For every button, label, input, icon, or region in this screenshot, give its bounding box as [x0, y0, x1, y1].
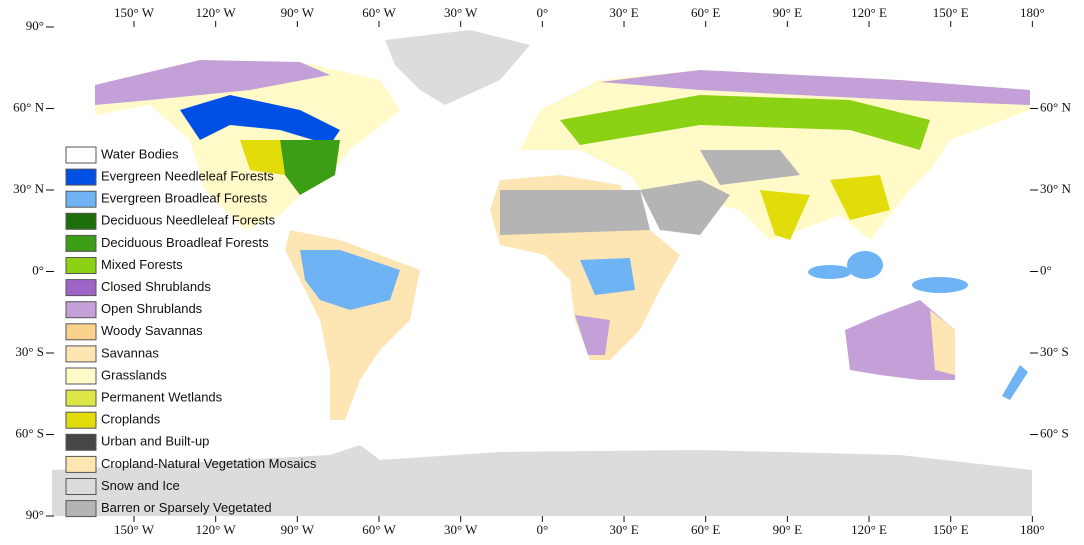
india	[760, 190, 810, 240]
lat-label-left: 90°	[26, 18, 44, 33]
lon-label-bottom: 30° W	[444, 522, 478, 537]
legend-label: Woody Savannas	[101, 323, 203, 338]
legend-label: Water Bodies	[101, 146, 179, 161]
siberia-tundra	[600, 70, 1030, 105]
legend-swatch	[65, 389, 97, 407]
legend-swatch	[65, 212, 97, 230]
lon-label-top: 90° W	[281, 5, 315, 20]
legend-swatch	[65, 367, 97, 385]
axes: 150° W 150° W 120° W 120° W 90° W 90° W 60° W 6…	[13, 5, 1071, 537]
legend-swatch	[65, 411, 97, 429]
land-shapes	[52, 30, 1032, 516]
china-crops	[830, 175, 890, 220]
legend-label: Cropland-Natural Vegetation Mosaics	[101, 456, 317, 471]
legend-swatch	[65, 433, 97, 451]
greenland	[385, 30, 530, 105]
lon-label-top: 60° W	[362, 5, 396, 20]
legend-swatch	[65, 279, 97, 297]
lon-label-top: 60° E	[691, 5, 720, 20]
australia	[845, 300, 955, 380]
legend-label: Permanent Wetlands	[101, 390, 223, 405]
lon-label-bottom: 60° E	[691, 522, 720, 537]
lon-label-top: 120° E	[851, 5, 887, 20]
australia-east	[930, 310, 955, 375]
lat-label-right: 30° S	[1040, 344, 1069, 359]
legend-label: Snow and Ice	[101, 478, 180, 493]
lon-label-bottom: 30° E	[609, 522, 638, 537]
lat-label-left: 30° S	[15, 344, 44, 359]
legend-swatch	[65, 455, 97, 473]
legend-label: Deciduous Broadleaf Forests	[101, 235, 269, 250]
legend-swatch	[65, 500, 97, 518]
legend-label: Mixed Forests	[101, 257, 183, 272]
antarctica	[52, 445, 1032, 516]
lat-label-right: 30° N	[1040, 181, 1071, 196]
legend-label: Savannas	[101, 345, 159, 360]
boreal-belt	[560, 95, 930, 150]
na-tundra	[95, 60, 330, 105]
amazon	[300, 250, 400, 310]
legend-label: Open Shrublands	[101, 301, 203, 316]
lon-label-bottom: 0°	[536, 522, 548, 537]
lon-label-bottom: 150° W	[114, 522, 155, 537]
lon-label-top: 120° W	[196, 5, 237, 20]
kalahari	[575, 315, 610, 355]
legend-swatch	[65, 257, 97, 274]
legend-label: Croplands	[101, 412, 161, 427]
sahara	[500, 190, 650, 235]
lat-label-right: 60° N	[1040, 99, 1071, 114]
new-guinea	[912, 277, 968, 293]
lon-label-bottom: 90° W	[281, 522, 315, 537]
lon-label-top: 150° E	[933, 5, 969, 20]
legend-label: Deciduous Needleleaf Forests	[101, 213, 276, 228]
lat-label-right: 60° S	[1040, 425, 1069, 440]
legend-label: Urban and Built-up	[101, 434, 209, 449]
lon-label-top: 30° W	[444, 5, 478, 20]
lat-label-left: 90°	[26, 507, 44, 522]
arabia	[640, 180, 730, 235]
lon-label-bottom: 60° W	[362, 522, 396, 537]
lon-label-top: 90° E	[773, 5, 802, 20]
legend-swatch	[65, 234, 97, 252]
legend: Water Bodies Evergreen Needleleaf Forests…	[65, 146, 317, 518]
legend-label: Evergreen Broadleaf Forests	[101, 191, 268, 206]
lon-label-top: 30° E	[609, 5, 638, 20]
legend-swatch	[65, 345, 97, 363]
borneo	[847, 251, 883, 279]
legend-swatch	[65, 190, 97, 208]
legend-label: Grasslands	[101, 367, 167, 382]
legend-label: Evergreen Needleleaf Forests	[101, 169, 274, 184]
na-boreal	[180, 95, 340, 145]
legend-label: Closed Shrublands	[101, 279, 211, 294]
lat-label-right: 0°	[1040, 262, 1052, 277]
legend-label: Barren or Sparsely Vegetated	[101, 500, 272, 515]
na-east-forest	[280, 140, 340, 195]
congo	[580, 258, 635, 295]
central-asia-desert	[700, 150, 800, 185]
lon-label-bottom: 150° E	[933, 522, 969, 537]
lon-label-top: 180°	[1020, 5, 1045, 20]
na-crops	[240, 140, 285, 175]
lat-label-left: 60° S	[15, 425, 44, 440]
sumatra	[808, 265, 852, 279]
lon-label-bottom: 120° E	[851, 522, 887, 537]
legend-swatch	[65, 146, 97, 164]
legend-swatch	[65, 301, 97, 319]
lat-label-left: 60° N	[13, 99, 44, 114]
lon-label-bottom: 90° E	[773, 522, 802, 537]
lat-label-left: 0°	[32, 262, 44, 277]
lon-label-bottom: 180°	[1020, 522, 1045, 537]
lon-label-top: 150° W	[114, 5, 155, 20]
legend-swatch	[65, 323, 97, 341]
new-zealand	[1002, 365, 1028, 400]
lon-label-bottom: 120° W	[196, 522, 237, 537]
lat-label-left: 30° N	[13, 181, 44, 196]
legend-swatch	[65, 168, 97, 186]
lon-label-top: 0°	[536, 5, 548, 20]
legend-swatch	[65, 478, 97, 495]
